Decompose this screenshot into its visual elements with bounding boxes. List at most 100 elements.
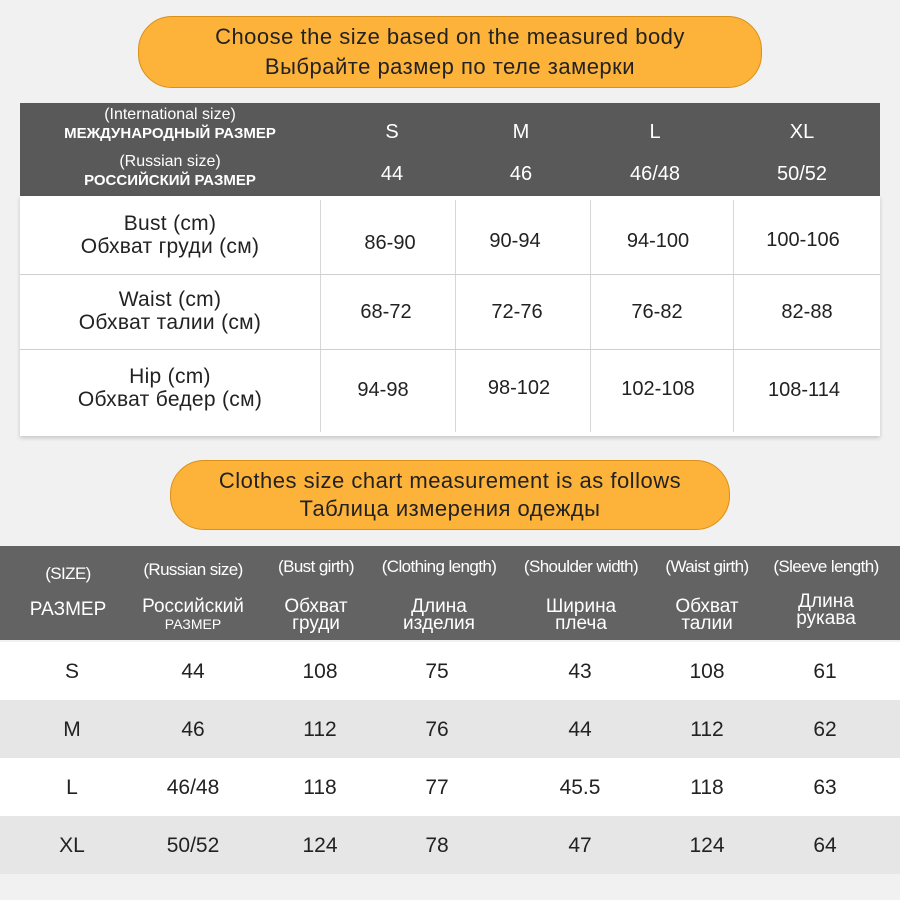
cell-shoulder: 44 [568, 718, 592, 741]
col-header-shoulder-ru2: плеча [555, 613, 607, 634]
waist-value-xl: 82-88 [781, 301, 833, 323]
intl-size-label: (International size) МЕЖДУНАРОДНЫЙ РАЗМЕ… [20, 106, 320, 144]
clothes-size-table-header: (SIZE) РАЗМЕР (Russian size) Российский … [0, 546, 900, 640]
col-header-sleeve-ru2: рукава [796, 608, 856, 629]
col-header-size-ru: РАЗМЕР [29, 599, 107, 620]
col-header-bust-ru2: груди [292, 613, 340, 634]
col-header-russian-size-sub: РАЗМЕР [164, 616, 222, 632]
bust-value-l: 94-100 [626, 230, 690, 252]
russian-size-l: 46/48 [629, 163, 681, 185]
col-header-russian-size-en: (Russian size) [143, 560, 243, 579]
banner-text-en: Choose the size based on the measured bo… [215, 24, 685, 49]
size-s-header: S [385, 121, 399, 143]
banner2-text-ru: Таблица измерения одежды [299, 496, 601, 521]
body-size-table-header: (International size) МЕЖДУНАРОДНЫЙ РАЗМЕ… [20, 103, 880, 196]
cell-size: XL [59, 834, 85, 857]
table-row: XL 50/52 124 78 47 124 64 [0, 816, 900, 874]
bust-label: Bust (cm) Обхват груди (см) [20, 212, 320, 258]
cell-waist: 108 [689, 660, 725, 683]
cell-russian-size: 46/48 [166, 776, 220, 799]
column-divider [455, 200, 456, 432]
cell-length: 78 [425, 834, 449, 857]
cell-russian-size: 44 [181, 660, 205, 683]
waist-value-s: 68-72 [360, 301, 412, 323]
col-header-bust-ru: Обхват [284, 596, 348, 617]
bust-value-xl: 100-106 [766, 229, 840, 251]
bust-value-s: 86-90 [364, 232, 416, 254]
col-header-length-ru2: изделия [403, 613, 475, 634]
cell-russian-size: 50/52 [166, 834, 220, 857]
cell-shoulder: 45.5 [559, 776, 601, 799]
col-header-waist-ru2: талии [681, 613, 733, 634]
hip-label-ru: Обхват бедер (см) [77, 388, 263, 411]
col-header-sleeve-ru: Длина [798, 591, 854, 612]
col-header-sleeve-en: (Sleeve length) [773, 557, 879, 576]
russian-size-label-ru: РОССИЙСКИЙ РАЗМЕР [84, 172, 256, 189]
cell-russian-size: 46 [181, 718, 205, 741]
cell-bust: 118 [303, 776, 337, 799]
cell-sleeve: 62 [813, 718, 837, 741]
cell-waist: 112 [690, 718, 724, 741]
hip-value-xl: 108-114 [768, 379, 840, 401]
banner2-text-en: Clothes size chart measurement is as fol… [218, 468, 682, 493]
cell-shoulder: 47 [568, 834, 592, 857]
bust-value-m: 90-94 [489, 230, 541, 252]
bust-label-en: Bust (cm) [123, 212, 217, 235]
cell-shoulder: 43 [568, 660, 592, 683]
waist-label-en: Waist (cm) [118, 288, 222, 311]
intl-size-label-ru: МЕЖДУНАРОДНЫЙ РАЗМЕР [64, 125, 276, 142]
col-header-length-ru: Длина [411, 596, 467, 617]
column-divider [733, 200, 734, 432]
russian-size-m: 46 [509, 163, 533, 185]
col-header-bust-en: (Bust girth) [278, 557, 355, 576]
waist-value-l: 76-82 [631, 301, 683, 323]
cell-size: M [63, 718, 81, 741]
row-divider [20, 274, 880, 275]
cell-sleeve: 63 [813, 776, 837, 799]
size-m-header: M [512, 121, 530, 143]
cell-length: 75 [425, 660, 449, 683]
col-header-waist-ru: Обхват [675, 596, 739, 617]
hip-value-m: 98-102 [487, 377, 551, 399]
intl-size-label-en: (International size) [104, 106, 236, 123]
cell-waist: 118 [690, 776, 724, 799]
bust-label-ru: Обхват груди (см) [80, 235, 260, 258]
hip-value-l: 102-108 [621, 378, 695, 400]
cell-size: S [64, 660, 79, 683]
hip-value-s: 94-98 [357, 379, 409, 401]
col-header-shoulder-ru: Ширина [545, 596, 617, 617]
cell-bust: 112 [303, 718, 337, 741]
size-xl-header: XL [789, 121, 815, 143]
column-divider [320, 200, 321, 432]
waist-label-ru: Обхват талии (см) [78, 311, 262, 334]
cell-length: 77 [425, 776, 449, 799]
cell-size: L [66, 776, 78, 799]
waist-label: Waist (cm) Обхват талии (см) [20, 288, 320, 334]
russian-size-label: (Russian size) РОССИЙСКИЙ РАЗМЕР [20, 153, 320, 191]
cell-sleeve: 61 [813, 660, 837, 683]
measure-instruction-banner: Choose the size based on the measured bo… [138, 16, 762, 88]
col-header-size-en: (SIZE) [45, 564, 91, 583]
table-row: M 46 112 76 44 112 62 [0, 700, 900, 758]
waist-value-m: 72-76 [491, 301, 543, 323]
body-size-table: Bust (cm) Обхват груди (см) 86-90 90-94 … [20, 196, 880, 436]
cell-bust: 108 [302, 660, 338, 683]
col-header-russian-size-ru: Российский [142, 596, 244, 617]
col-header-length-en: (Clothing length) [381, 557, 497, 576]
cell-sleeve: 64 [813, 834, 837, 857]
cell-bust: 124 [302, 834, 338, 857]
col-header-shoulder-en: (Shoulder width) [523, 557, 639, 576]
cell-waist: 124 [689, 834, 725, 857]
russian-size-s: 44 [380, 163, 404, 185]
table-row: L 46/48 118 77 45.5 118 63 [0, 758, 900, 816]
col-header-waist-en: (Waist girth) [665, 557, 749, 576]
column-divider [590, 200, 591, 432]
cell-length: 76 [425, 718, 449, 741]
size-l-header: L [649, 121, 661, 143]
russian-size-label-en: (Russian size) [119, 153, 221, 170]
russian-size-xl: 50/52 [776, 163, 828, 185]
row-divider [20, 349, 880, 350]
table-row: S 44 108 75 43 108 61 [0, 642, 900, 700]
hip-label: Hip (cm) Обхват бедер (см) [20, 365, 320, 411]
banner-text-ru: Выбрайте размер по теле замерки [264, 54, 636, 79]
